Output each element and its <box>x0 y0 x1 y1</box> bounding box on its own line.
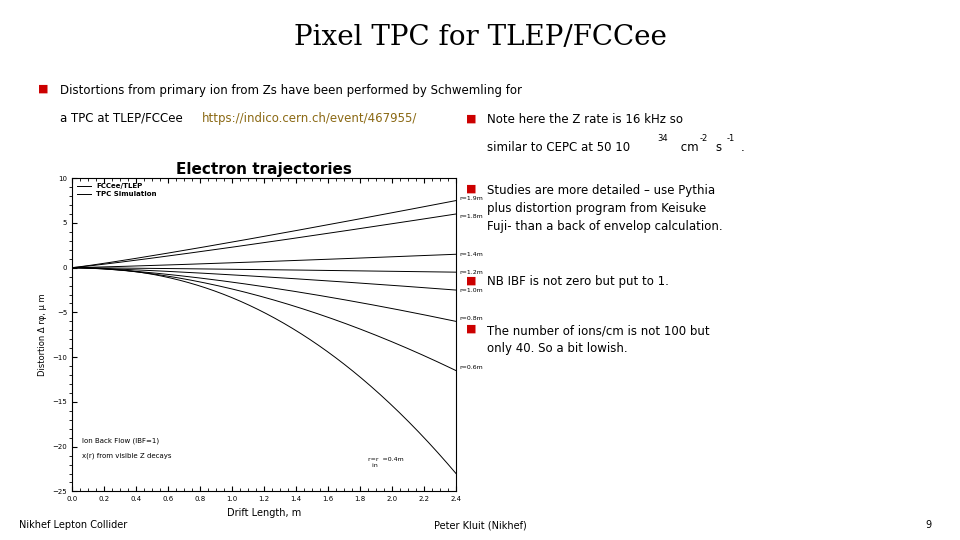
Text: .: . <box>741 141 745 154</box>
Text: Ion Back Flow (IBF=1): Ion Back Flow (IBF=1) <box>82 437 158 444</box>
Text: https://indico.cern.ch/event/467955/: https://indico.cern.ch/event/467955/ <box>202 112 417 125</box>
Text: NB IBF is not zero but put to 1.: NB IBF is not zero but put to 1. <box>487 275 668 288</box>
Text: ■: ■ <box>466 113 476 124</box>
Title: Electron trajectories: Electron trajectories <box>176 162 352 177</box>
Text: ■: ■ <box>466 184 476 194</box>
Text: similar to CEPC at 50 10: similar to CEPC at 50 10 <box>487 141 630 154</box>
Text: a TPC at TLEP/FCCee: a TPC at TLEP/FCCee <box>60 112 186 125</box>
Text: r=1.0m: r=1.0m <box>459 288 483 293</box>
Text: Distortions from primary ion from Zs have been performed by Schwemling for: Distortions from primary ion from Zs hav… <box>60 84 521 97</box>
Legend: FCCee/TLEP, TPC Simulation: FCCee/TLEP, TPC Simulation <box>76 181 158 199</box>
Text: The number of ions/cm is not 100 but
only 40. So a bit lowish.: The number of ions/cm is not 100 but onl… <box>487 324 709 355</box>
Text: -1: -1 <box>727 134 735 143</box>
Y-axis label: Distortion Δ rφ, µ m: Distortion Δ rφ, µ m <box>37 293 47 376</box>
Text: Studies are more detailed – use Pythia
plus distortion program from Keisuke
Fuji: Studies are more detailed – use Pythia p… <box>487 184 722 233</box>
Text: r=1.2m: r=1.2m <box>459 269 483 275</box>
Text: cm: cm <box>677 141 699 154</box>
Text: -2: -2 <box>700 134 708 143</box>
Text: s: s <box>715 141 721 154</box>
Text: 34: 34 <box>658 134 668 143</box>
Text: 9: 9 <box>925 520 931 530</box>
Text: ■: ■ <box>466 275 476 286</box>
Text: r=0.6m: r=0.6m <box>459 366 483 370</box>
Text: ■: ■ <box>466 324 476 334</box>
Text: r=r  =0.4m
  in: r=r =0.4m in <box>368 457 404 468</box>
Text: r=1.4m: r=1.4m <box>459 252 483 256</box>
Text: r=0.8m: r=0.8m <box>459 316 483 321</box>
Text: Nikhef Lepton Collider: Nikhef Lepton Collider <box>19 520 128 530</box>
Text: Pixel TPC for TLEP/FCCee: Pixel TPC for TLEP/FCCee <box>294 24 666 51</box>
Text: r=1.8m: r=1.8m <box>459 214 483 219</box>
X-axis label: Drift Length, m: Drift Length, m <box>227 508 301 518</box>
Text: Peter Kluit (Nikhef): Peter Kluit (Nikhef) <box>434 520 526 530</box>
Text: r=1.9m: r=1.9m <box>459 196 483 201</box>
Text: x(r) from visible Z decays: x(r) from visible Z decays <box>82 453 171 459</box>
Text: Note here the Z rate is 16 kHz so: Note here the Z rate is 16 kHz so <box>487 113 683 126</box>
Text: ■: ■ <box>38 84 49 94</box>
